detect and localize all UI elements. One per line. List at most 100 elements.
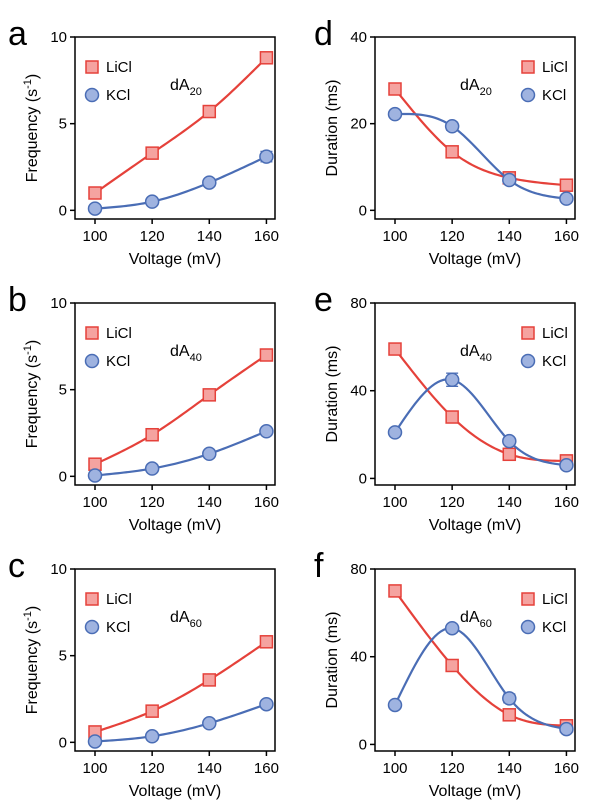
plot-frame bbox=[74, 302, 276, 486]
y-axis-label-text: Frequency (s bbox=[24, 89, 41, 182]
data-point-kcl bbox=[559, 721, 574, 737]
annotation-base: dA bbox=[170, 609, 190, 626]
data-point-licl bbox=[502, 447, 517, 462]
legend-marker-kcl bbox=[520, 619, 536, 635]
legend-marker-kcl bbox=[520, 87, 536, 103]
annotation-base: dA bbox=[170, 343, 190, 360]
panel-label-a: a bbox=[8, 15, 27, 53]
y-tick-label: 40 bbox=[350, 649, 367, 666]
y-axis-label-sup: -1 bbox=[22, 611, 34, 621]
plot-frame bbox=[374, 36, 576, 220]
data-point-kcl bbox=[444, 620, 460, 636]
annotation-base: dA bbox=[460, 609, 480, 626]
data-point-kcl bbox=[387, 106, 403, 122]
data-point-licl bbox=[259, 51, 274, 65]
y-tick-label: 0 bbox=[359, 736, 367, 753]
x-tick-label: 120 bbox=[140, 494, 165, 511]
y-axis-label-sup: -1 bbox=[22, 345, 34, 355]
y-axis-label-end: ) bbox=[24, 74, 41, 79]
legend-marker-kcl bbox=[84, 353, 100, 369]
y-axis-label-text: Duration (ms) bbox=[324, 80, 341, 177]
y-tick-label: 80 bbox=[350, 295, 367, 312]
legend-label: KCl bbox=[542, 353, 566, 370]
x-axis-label: Voltage (mV) bbox=[429, 783, 521, 800]
data-point-kcl bbox=[87, 468, 103, 483]
x-axis-label: Voltage (mV) bbox=[129, 783, 221, 800]
x-tick-label: 120 bbox=[440, 760, 465, 777]
panel-a: a 100 120 140 160 0 5 10 Voltage (mV) Frequency (… bbox=[8, 15, 279, 268]
data-point-licl bbox=[388, 342, 402, 356]
legend-marker-kcl bbox=[84, 619, 100, 635]
legend-marker-kcl bbox=[520, 353, 536, 369]
data-point-kcl bbox=[87, 201, 103, 216]
y-axis-label: Duration (ms) bbox=[324, 80, 341, 177]
data-point-kcl bbox=[144, 729, 160, 744]
data-point-licl bbox=[88, 186, 102, 200]
legend-label: KCl bbox=[106, 619, 130, 636]
plot-frame bbox=[74, 36, 276, 220]
data-point-licl bbox=[445, 658, 459, 673]
plot-frame bbox=[74, 568, 276, 752]
y-tick-label: 5 bbox=[59, 648, 67, 665]
panel-b: b 100 120 140 160 0 5 10 Voltage (mV) Frequency (… bbox=[8, 281, 279, 534]
legend-marker-licl bbox=[521, 326, 535, 340]
annotation: dA40 bbox=[170, 343, 202, 364]
annotation-base: dA bbox=[460, 77, 480, 94]
y-tick-label: 10 bbox=[50, 295, 67, 312]
y-axis-label-end: ) bbox=[24, 606, 41, 611]
x-tick-label: 160 bbox=[254, 494, 279, 511]
y-axis-label: Duration (ms) bbox=[324, 612, 341, 709]
series-line-kcl bbox=[94, 430, 267, 477]
series-line-licl bbox=[394, 88, 567, 187]
panel-label-f: f bbox=[314, 547, 324, 585]
data-point-licl bbox=[259, 348, 274, 362]
y-axis-label: Duration (ms) bbox=[324, 346, 341, 443]
plot-frame bbox=[374, 302, 576, 486]
data-point-kcl bbox=[502, 172, 517, 188]
data-point-licl bbox=[388, 82, 402, 96]
annotation-sub: 60 bbox=[480, 618, 492, 630]
data-point-kcl bbox=[559, 191, 574, 206]
data-point-kcl bbox=[502, 433, 517, 449]
data-point-licl bbox=[145, 704, 159, 718]
data-point-kcl bbox=[387, 697, 403, 713]
data-point-licl bbox=[502, 708, 517, 722]
data-point-licl bbox=[559, 178, 574, 192]
data-point-kcl bbox=[259, 424, 274, 439]
y-tick-label: 10 bbox=[50, 29, 67, 46]
x-tick-label: 100 bbox=[82, 494, 107, 511]
panel-label-c: c bbox=[8, 547, 25, 585]
panel-label-e: e bbox=[314, 281, 333, 319]
series-line-licl bbox=[94, 640, 268, 733]
panel-f: f 100 120 140 160 0 40 80 Voltage (mV) Duration (… bbox=[314, 547, 579, 800]
data-point-licl bbox=[388, 584, 402, 598]
legend-marker-licl bbox=[85, 592, 99, 606]
x-tick-label: 140 bbox=[197, 228, 222, 245]
y-axis-label: Frequency (s-1) bbox=[22, 74, 41, 182]
panel-label-d: d bbox=[314, 15, 333, 53]
x-tick-label: 140 bbox=[497, 228, 522, 245]
annotation-sub: 40 bbox=[480, 352, 492, 364]
x-axis-label: Voltage (mV) bbox=[129, 251, 221, 268]
data-point-licl bbox=[202, 388, 217, 402]
x-tick-label: 100 bbox=[382, 494, 407, 511]
legend-label: LiCl bbox=[106, 325, 132, 342]
annotation-sub: 20 bbox=[190, 86, 202, 98]
annotation-sub: 20 bbox=[480, 86, 492, 98]
series-line-licl bbox=[394, 590, 567, 727]
y-tick-label: 40 bbox=[350, 383, 367, 400]
x-tick-label: 140 bbox=[197, 760, 222, 777]
legend-label: KCl bbox=[542, 87, 566, 104]
annotation-sub: 40 bbox=[190, 352, 202, 364]
series-line-kcl bbox=[394, 378, 567, 467]
y-axis-label-text: Duration (ms) bbox=[324, 612, 341, 709]
x-tick-label: 140 bbox=[197, 494, 222, 511]
data-point-kcl bbox=[202, 716, 217, 731]
legend-label: KCl bbox=[106, 353, 130, 370]
data-point-licl bbox=[259, 635, 274, 649]
x-tick-label: 120 bbox=[440, 494, 465, 511]
x-tick-label: 140 bbox=[497, 760, 522, 777]
y-axis-label: Frequency (s-1) bbox=[22, 340, 41, 448]
x-tick-label: 120 bbox=[140, 760, 165, 777]
